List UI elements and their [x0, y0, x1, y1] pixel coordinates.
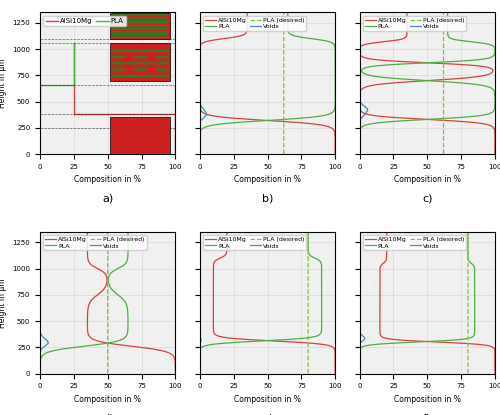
X-axis label: Composition in %: Composition in % — [74, 395, 141, 404]
X-axis label: Composition in %: Composition in % — [74, 175, 141, 184]
Legend: AlSi10Mg, PLA, PLA (desired), Voids: AlSi10Mg, PLA, PLA (desired), Voids — [43, 235, 146, 251]
Circle shape — [126, 63, 140, 64]
Circle shape — [126, 50, 140, 51]
Legend: AlSi10Mg, PLA, PLA (desired), Voids: AlSi10Mg, PLA, PLA (desired), Voids — [203, 16, 306, 31]
Circle shape — [155, 63, 168, 64]
Circle shape — [112, 63, 126, 64]
Circle shape — [112, 56, 126, 58]
Bar — [110, 14, 170, 39]
Bar — [110, 117, 170, 154]
X-axis label: Composition in %: Composition in % — [234, 175, 301, 184]
Text: solid AlSi10Mg: solid AlSi10Mg — [118, 134, 164, 139]
Y-axis label: Height in μm: Height in μm — [0, 59, 6, 108]
Circle shape — [140, 63, 154, 64]
Text: pins: pins — [135, 66, 148, 71]
Circle shape — [140, 50, 154, 51]
Text: a): a) — [102, 194, 114, 204]
Text: f): f) — [423, 413, 432, 415]
Text: cover: cover — [133, 24, 150, 29]
Text: b): b) — [262, 194, 273, 204]
Text: d): d) — [102, 413, 114, 415]
Circle shape — [155, 50, 168, 51]
Circle shape — [112, 69, 126, 70]
Bar — [110, 43, 170, 81]
X-axis label: Composition in %: Composition in % — [394, 175, 460, 184]
Legend: AlSi10Mg, PLA, PLA (desired), Voids: AlSi10Mg, PLA, PLA (desired), Voids — [362, 16, 466, 31]
Legend: AlSi10Mg, PLA, PLA (desired), Voids: AlSi10Mg, PLA, PLA (desired), Voids — [203, 235, 306, 251]
Circle shape — [155, 56, 168, 58]
Text: e): e) — [262, 413, 273, 415]
X-axis label: Composition in %: Composition in % — [394, 395, 460, 404]
Circle shape — [134, 69, 147, 70]
Circle shape — [155, 69, 168, 70]
X-axis label: Composition in %: Composition in % — [234, 395, 301, 404]
Legend: AlSi10Mg, PLA: AlSi10Mg, PLA — [44, 16, 126, 26]
Text: c): c) — [422, 194, 432, 204]
Legend: AlSi10Mg, PLA, PLA (desired), Voids: AlSi10Mg, PLA, PLA (desired), Voids — [362, 235, 466, 251]
Y-axis label: Height in μm: Height in μm — [0, 278, 6, 327]
Circle shape — [112, 50, 126, 51]
Circle shape — [134, 56, 147, 58]
